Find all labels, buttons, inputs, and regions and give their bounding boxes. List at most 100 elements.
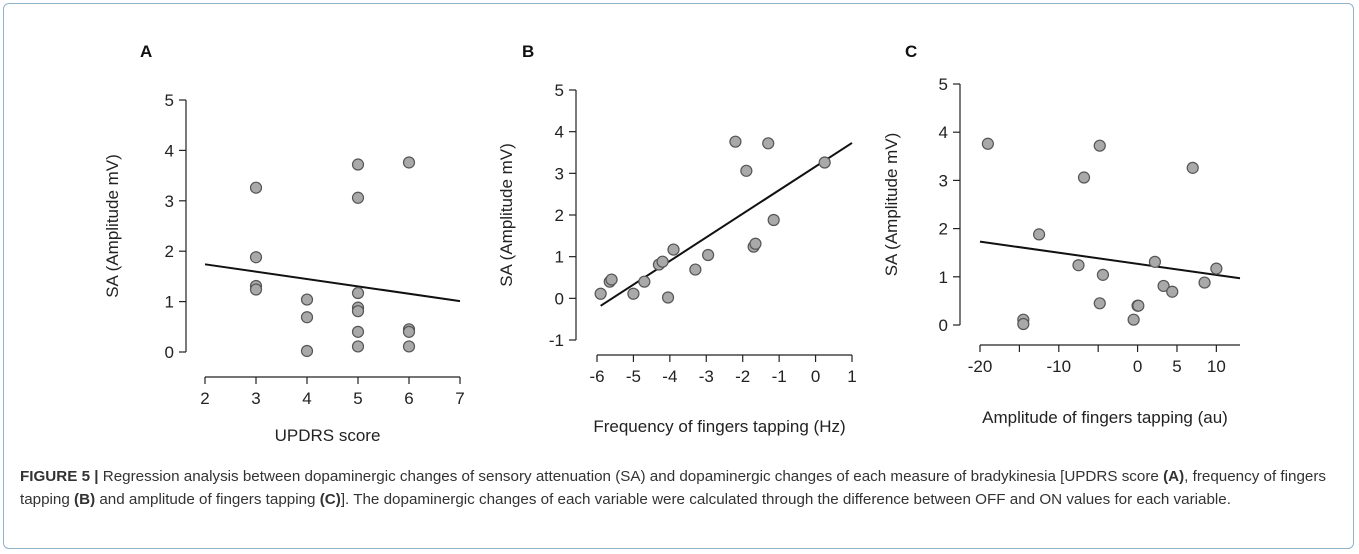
- x-tick-label: -20: [968, 357, 993, 376]
- data-point: [762, 137, 775, 150]
- y-tick-label: -1: [549, 331, 564, 350]
- data-point: [1198, 276, 1211, 289]
- regression-line: [979, 240, 1241, 280]
- figure-frame: [3, 3, 1354, 549]
- data-point: [689, 263, 702, 276]
- data-point: [1132, 299, 1145, 312]
- data-point: [1017, 317, 1030, 331]
- data-point: [767, 213, 780, 227]
- y-axis-title: SA (Amplitude mV): [103, 154, 122, 298]
- data-point: [1093, 139, 1106, 152]
- x-tick-label: 0: [1133, 357, 1142, 376]
- caption-lead: FIGURE 5 |: [20, 468, 99, 485]
- chart-panel-a: A 0 1 2 3 4 5 2 3 4 5 6 7 UPDRS score SA (Amplitude mV…: [103, 42, 465, 445]
- data-point: [402, 340, 416, 353]
- data-point: [729, 135, 742, 148]
- x-tick-label: 6: [404, 389, 413, 408]
- y-tick-label: 5: [165, 91, 174, 110]
- data-point: [667, 243, 680, 256]
- x-tick-label: 1: [847, 367, 856, 386]
- data-point: [749, 237, 762, 250]
- y-tick-label: 4: [939, 123, 948, 142]
- y-tick-label: 4: [555, 123, 564, 142]
- x-tick-label: -3: [699, 367, 714, 386]
- x-tick-label: 2: [200, 389, 209, 408]
- x-tick-label: -2: [735, 367, 750, 386]
- data-point: [351, 325, 365, 338]
- panel-label: B: [522, 42, 534, 61]
- caption-ref-b: (B): [74, 491, 96, 508]
- x-tick-label: -5: [626, 367, 641, 386]
- figure-caption: FIGURE 5 | Regression analysis between d…: [20, 465, 1340, 511]
- y-tick-label: 4: [165, 141, 174, 160]
- caption-ref-c: (C): [319, 491, 341, 508]
- y-tick-label: 5: [555, 81, 564, 100]
- data-point: [351, 158, 365, 171]
- y-tick-label: 2: [939, 220, 948, 239]
- x-tick-label: 4: [302, 389, 311, 408]
- data-point: [1157, 279, 1170, 293]
- data-point: [1093, 297, 1106, 310]
- data-point: [1127, 313, 1140, 326]
- data-point: [249, 283, 263, 296]
- x-axis-title: Frequency of fingers tapping (Hz): [593, 417, 845, 436]
- data-point: [1210, 262, 1223, 275]
- x-tick-label: 7: [455, 389, 464, 408]
- data-point: [351, 191, 365, 204]
- x-axis-title: Amplitude of fingers tapping (au): [982, 408, 1228, 427]
- chart-panel-c: C 0 1 2 3 4 5 -20 -10 0 5 10 Amplitude of fingers ta…: [882, 42, 1241, 427]
- caption-ref-a: (A): [1163, 468, 1185, 485]
- x-axis-title: UPDRS score: [275, 426, 381, 445]
- data-point: [351, 340, 365, 353]
- x-tick-label: 5: [353, 389, 362, 408]
- data-point: [1096, 268, 1110, 281]
- data-point: [740, 164, 753, 177]
- y-axis-title: SA (Amplitude mV): [497, 143, 516, 287]
- data-point: [638, 275, 651, 288]
- data-point: [249, 181, 263, 194]
- y-tick-label: 2: [165, 242, 174, 261]
- y-axis-title: SA (Amplitude mV): [882, 133, 901, 277]
- caption-text-1: Regression analysis between dopaminergic…: [98, 468, 1164, 485]
- caption-text-2: , frequency of fingers tapping: [20, 468, 1326, 508]
- data-point: [1186, 161, 1199, 174]
- y-tick-label: 1: [165, 293, 174, 312]
- data-point: [249, 251, 263, 264]
- x-tick-label: 0: [811, 367, 820, 386]
- x-tick-label: -4: [662, 367, 677, 386]
- data-point: [656, 255, 669, 268]
- data-point: [1077, 171, 1091, 184]
- data-point: [605, 273, 618, 286]
- data-point: [594, 287, 607, 300]
- caption-text-3: and amplitude of fingers tapping: [95, 491, 320, 508]
- y-tick-label: 2: [555, 206, 564, 225]
- y-tick-label: 0: [939, 316, 948, 335]
- data-point: [351, 286, 365, 300]
- data-point: [402, 325, 416, 338]
- panel-label: C: [905, 42, 917, 61]
- y-tick-label: 3: [555, 164, 564, 183]
- y-tick-label: 1: [939, 268, 948, 287]
- x-tick-label: -6: [589, 367, 604, 386]
- x-tick-label: -10: [1046, 357, 1071, 376]
- data-point: [1032, 228, 1046, 241]
- y-tick-label: 0: [165, 343, 174, 362]
- x-tick-label: 3: [251, 389, 260, 408]
- figure-charts: A 0 1 2 3 4 5 2 3 4 5 6 7 UPDRS score SA (Amplitude mV…: [103, 42, 1241, 445]
- y-tick-label: 1: [555, 248, 564, 267]
- y-tick-label: 0: [555, 289, 564, 308]
- data-point: [627, 287, 640, 300]
- x-tick-label: 5: [1172, 357, 1181, 376]
- data-point: [300, 293, 314, 306]
- chart-panel-b: B -1 0 1 2 3 4 5 -6 -5 -4 -3 -2 -1 0 1 Frequency of fing…: [497, 42, 857, 436]
- data-point: [981, 137, 994, 150]
- y-tick-label: 3: [939, 171, 948, 190]
- data-point: [1148, 255, 1162, 268]
- y-tick-label: 5: [939, 75, 948, 94]
- data-point: [1072, 259, 1085, 272]
- data-point: [661, 291, 675, 304]
- data-point: [1166, 285, 1179, 298]
- data-point: [818, 156, 831, 169]
- data-point: [300, 311, 314, 324]
- x-tick-label: -1: [772, 367, 787, 386]
